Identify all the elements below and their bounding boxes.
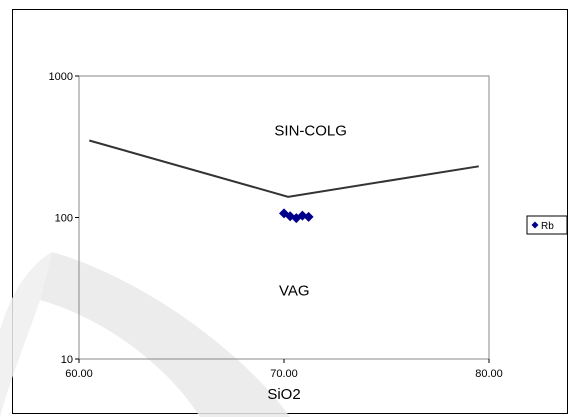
legend-marker-rb — [531, 221, 539, 229]
y-tick-label: 1000 — [49, 71, 73, 83]
plot-area: 10 100 1000 60.00 70.00 80.00 SiO2 SIN-COLG VAG — [49, 71, 503, 403]
y-tick-label: 10 — [61, 354, 73, 366]
data-point-rb — [303, 211, 314, 222]
region-label-vag: VAG — [279, 283, 310, 300]
legend-label-rb: Rb — [541, 221, 554, 232]
x-tick-label: 60.00 — [65, 368, 93, 380]
region-label-sin-colg: SIN-COLG — [274, 122, 347, 139]
legend-box — [526, 215, 568, 235]
discrimination-boundary-line — [89, 139, 479, 198]
y-tick-label: 100 — [55, 213, 73, 225]
x-tick-label: 80.00 — [475, 368, 503, 380]
x-axis-title: SiO2 — [267, 386, 300, 403]
legend: Rb — [526, 215, 568, 235]
x-tick-label: 70.00 — [270, 368, 298, 380]
